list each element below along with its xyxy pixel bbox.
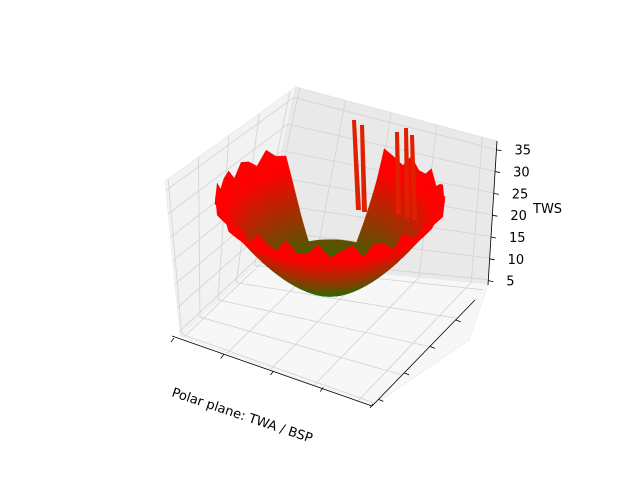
surface-plot xyxy=(214,120,446,297)
surface-spike xyxy=(352,120,361,210)
x-tick xyxy=(319,387,324,392)
surface-facet xyxy=(320,267,331,272)
back-vertical-gridline xyxy=(470,137,483,283)
x-tick xyxy=(270,370,274,376)
z-tick xyxy=(490,236,497,239)
floor-pane xyxy=(179,261,489,407)
z-tick xyxy=(492,214,498,217)
x-tick xyxy=(220,354,225,359)
x-axis-label: Polar plane: TWA / BSP xyxy=(170,386,315,447)
z-tick-label: 10 xyxy=(508,253,525,268)
y-ticks xyxy=(378,319,461,402)
grid-lines xyxy=(165,87,497,404)
left-vertical-gridline xyxy=(167,178,183,335)
z-tick xyxy=(488,280,494,283)
surface-facet xyxy=(324,239,331,247)
floor-gridline xyxy=(357,282,472,402)
z-ticks: 5 10 15 20 25 30 35 xyxy=(488,144,531,290)
floor-gridline xyxy=(199,316,402,376)
surface-spike xyxy=(404,128,410,218)
surface-facet xyxy=(329,271,340,276)
x-tick xyxy=(170,337,175,343)
z-tick-label: 30 xyxy=(513,166,530,181)
y-tick xyxy=(404,372,410,376)
x-axis-line xyxy=(171,335,373,407)
z-tick xyxy=(489,258,495,261)
surface-spike xyxy=(395,132,401,215)
floor-gridline xyxy=(236,282,456,319)
x-ticks xyxy=(170,337,374,409)
surface-facet xyxy=(323,287,331,291)
surface-facet xyxy=(321,277,331,282)
z-tick-label: 35 xyxy=(514,144,531,159)
floor-gridline xyxy=(314,277,420,386)
surface-facet xyxy=(329,280,338,284)
surface-facet xyxy=(322,280,331,284)
left-vertical-gridline xyxy=(198,156,201,318)
surface-facet xyxy=(329,285,337,289)
floor-gridline xyxy=(183,262,263,338)
surface-facet xyxy=(329,283,338,287)
surface-facet xyxy=(323,285,331,289)
surface-spike xyxy=(410,135,417,220)
z-gridline xyxy=(165,97,497,191)
surface-facet xyxy=(318,244,331,262)
surface-facet xyxy=(329,245,336,252)
surface-facet xyxy=(329,274,339,279)
z-axis-label: TWS xyxy=(532,202,562,217)
y-tick xyxy=(378,399,384,402)
y-tick xyxy=(455,319,461,323)
z-tick xyxy=(495,171,501,173)
y-tick xyxy=(429,346,436,349)
surface-facet xyxy=(296,252,309,258)
z-tick-label: 15 xyxy=(509,231,526,246)
z-gridline xyxy=(167,123,496,215)
surface-facet xyxy=(329,287,337,291)
surface-facet xyxy=(322,283,331,287)
z-tick-label: 25 xyxy=(512,187,529,202)
z-tick xyxy=(496,149,502,152)
z-tick-label: 5 xyxy=(506,275,514,290)
surface-facet xyxy=(324,245,331,252)
floor-gridline xyxy=(181,333,375,404)
surface-facet xyxy=(329,267,340,272)
surface-facet xyxy=(320,271,331,276)
x-tick xyxy=(369,403,374,409)
surface-facet xyxy=(321,274,331,279)
z-tick-label: 20 xyxy=(510,209,527,224)
floor-gridline xyxy=(218,299,429,347)
z-tick xyxy=(493,192,499,195)
z-axis-line xyxy=(487,140,498,286)
surface-facet xyxy=(329,277,339,282)
axis-lines xyxy=(171,140,498,407)
back-vertical-gridline xyxy=(314,100,346,268)
surface-spike xyxy=(360,125,367,212)
y-axis-line xyxy=(371,299,476,407)
surface-facet xyxy=(329,239,336,247)
